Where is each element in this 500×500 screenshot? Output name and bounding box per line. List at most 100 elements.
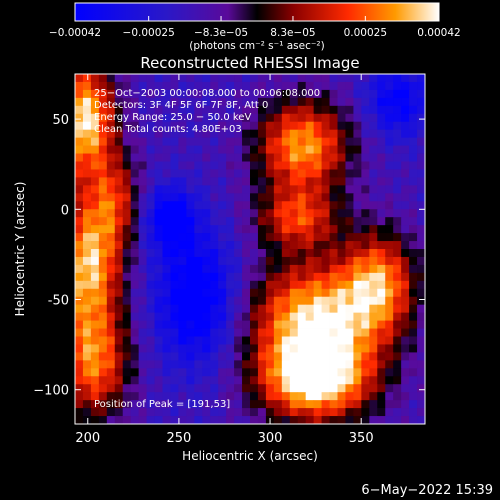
heatmap-cell xyxy=(218,169,227,178)
heatmap-cell xyxy=(409,129,418,139)
heatmap-cell xyxy=(170,177,179,186)
heatmap-cell xyxy=(242,360,251,369)
heatmap-cell xyxy=(337,392,346,401)
heatmap-cell xyxy=(138,384,147,393)
heatmap-cell xyxy=(409,264,418,274)
heatmap-cell xyxy=(154,225,163,234)
heatmap-cell xyxy=(106,256,116,266)
heatmap-cell xyxy=(234,392,243,401)
heatmap-cell xyxy=(178,97,187,107)
heatmap-cell xyxy=(226,177,235,186)
heatmap-cell xyxy=(289,352,299,361)
heatmap-cell xyxy=(385,256,394,266)
heatmap-cell xyxy=(234,105,243,115)
heatmap-cell xyxy=(122,344,132,353)
heatmap-cell xyxy=(98,145,108,154)
heatmap-cell xyxy=(305,241,315,250)
colorbar-tick-label: −0.00025 xyxy=(123,27,175,39)
heatmap-cell xyxy=(98,105,108,115)
heatmap-cell xyxy=(417,312,426,321)
heatmap-cell xyxy=(154,304,163,314)
heatmap-cell xyxy=(273,408,283,417)
heatmap-cell xyxy=(281,368,291,377)
heatmap-cell xyxy=(265,368,275,377)
heatmap-cell xyxy=(297,392,307,401)
heatmap-cell xyxy=(313,304,322,314)
heatmap-cell xyxy=(194,129,203,139)
heatmap-cell xyxy=(106,233,116,242)
heatmap-cell xyxy=(369,400,378,409)
heatmap-cell xyxy=(289,225,299,234)
heatmap-cell xyxy=(226,161,235,170)
heatmap-cell xyxy=(162,264,171,274)
heatmap-cell xyxy=(417,296,426,306)
heatmap-cell xyxy=(82,368,92,377)
heatmap-cell xyxy=(265,312,275,321)
heatmap-cell xyxy=(154,328,163,337)
heatmap-cell xyxy=(417,400,426,409)
heatmap-cell xyxy=(186,225,195,234)
heatmap-cell xyxy=(393,400,402,409)
heatmap-cell xyxy=(90,113,100,123)
heatmap-cell xyxy=(337,304,346,314)
heatmap-cell xyxy=(305,328,315,337)
heatmap-cell xyxy=(321,264,330,274)
heatmap-cell xyxy=(75,97,84,107)
heatmap-cell xyxy=(297,209,307,218)
heatmap-cell xyxy=(337,249,346,258)
heatmap-cell xyxy=(345,352,354,361)
heatmap-cell xyxy=(90,89,100,99)
heatmap-cell xyxy=(114,280,124,290)
heatmap-cell xyxy=(385,360,394,369)
heatmap-cell xyxy=(186,161,195,170)
heatmap-cell xyxy=(250,145,259,154)
heatmap-cell xyxy=(154,169,163,178)
heatmap-cell xyxy=(98,241,108,250)
heatmap-cell xyxy=(75,177,84,186)
heatmap-cell xyxy=(385,121,394,131)
heatmap-cell xyxy=(178,233,187,242)
heatmap-cell xyxy=(297,384,307,393)
heatmap-cell xyxy=(218,81,227,91)
heatmap-cell xyxy=(242,145,251,154)
heatmap-cell xyxy=(329,177,338,186)
heatmap-cell xyxy=(162,344,171,353)
heatmap-cell xyxy=(393,225,402,234)
heatmap-cell xyxy=(305,97,315,107)
heatmap-cell xyxy=(82,177,92,186)
heatmap-cell xyxy=(361,177,370,186)
heatmap-cell xyxy=(242,408,251,417)
heatmap-cell xyxy=(329,201,338,210)
heatmap-cell xyxy=(154,368,163,377)
heatmap-cell xyxy=(369,193,378,202)
heatmap-cell xyxy=(106,304,116,314)
heatmap-cell xyxy=(250,153,259,162)
heatmap-cell xyxy=(369,121,378,131)
heatmap-cell xyxy=(226,328,235,337)
heatmap-cell xyxy=(210,153,219,162)
heatmap-cell xyxy=(170,225,179,234)
heatmap-cell xyxy=(369,177,378,186)
heatmap-cell xyxy=(202,177,211,186)
heatmap-cell xyxy=(257,233,267,242)
heatmap-cell xyxy=(417,185,426,194)
print-timestamp: 6−May−2022 15:39 xyxy=(361,483,493,498)
heatmap-cell xyxy=(170,217,179,226)
heatmap-cell xyxy=(321,113,330,123)
heatmap-cell xyxy=(313,89,322,99)
heatmap-cell xyxy=(210,368,219,377)
heatmap-cell xyxy=(273,352,283,361)
heatmap-cell xyxy=(401,352,410,361)
heatmap-cell xyxy=(313,153,322,162)
heatmap-cell xyxy=(353,336,362,345)
heatmap-cell xyxy=(417,344,426,353)
heatmap-cell xyxy=(393,368,402,377)
heatmap-cell xyxy=(257,121,267,131)
heatmap-cell xyxy=(385,408,394,417)
heatmap-cell xyxy=(106,209,116,218)
heatmap-cell xyxy=(114,121,124,131)
heatmap-cell xyxy=(98,320,108,329)
heatmap-cell xyxy=(329,288,338,298)
heatmap-cell xyxy=(321,81,330,91)
heatmap-cell xyxy=(186,113,195,123)
